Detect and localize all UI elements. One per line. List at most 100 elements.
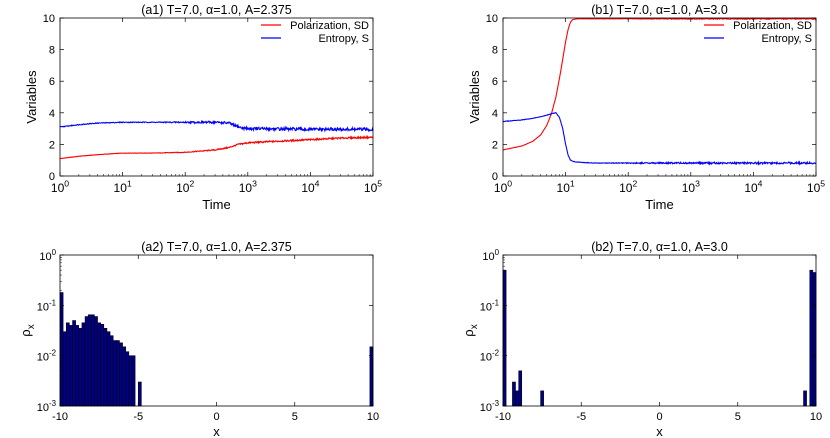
x-tick-label-exp: 2 [189,179,194,189]
y-tick-label: 4 [492,108,498,120]
y-tick-label: 8 [492,45,498,57]
y-tick-label-exp: -3 [49,399,57,408]
x-tick-label: 0 [656,411,662,423]
x-axis: 100 101 102 103 104 105 [494,18,825,195]
y-tick-label-exp: -3 [492,399,500,408]
y-axis-label-base: ρ [461,329,476,336]
x-tick-label-base: 10 [51,181,65,195]
x-axis: -10 -5 0 5 10 [52,255,379,423]
plot-area [503,18,816,176]
series-group [59,119,374,160]
x-axis-label: x [656,424,663,438]
x-tick-label-base: 10 [176,181,190,195]
legend-label: Polarization, SD [733,20,812,32]
y-tick-label: 2 [492,139,498,151]
bar [128,355,133,407]
y-tick-label: 10-1 [480,298,500,313]
y-tick-label: 100 [39,248,56,263]
bar [69,325,73,407]
y-tick-label-exp: -2 [492,349,499,358]
x-tick-label-exp: 5 [377,179,382,189]
y-tick-label: 4 [49,108,55,120]
bar [112,340,117,407]
series-group [502,17,817,166]
x-tick-label-exp: 3 [252,179,257,189]
x-tick-label: 104 [744,179,762,195]
x-tick-label: -10 [495,411,511,423]
x-tick-label: 101 [557,179,575,195]
chart-title: (b2) T=7.0, α=1.0, A=3.0 [591,240,728,254]
bar [512,381,516,407]
x-tick-label-exp: 1 [570,179,575,189]
series-line-polarization [59,134,374,160]
bar [100,324,105,407]
y-tick-label: 10 [43,13,55,25]
bar [106,331,111,407]
y-tick-label-base: 10 [480,352,492,364]
y-tick-label: 0 [492,171,498,183]
y-tick-label-base: 10 [37,402,49,414]
y-tick-label: 10-3 [37,399,57,414]
x-tick-label-exp: 4 [758,179,763,189]
y-axis-label-base: ρ [18,329,33,336]
bar [103,328,108,407]
bar [138,381,142,407]
chart-title: (a1) T=7.0, α=1.0, A=2.375 [141,3,292,17]
y-tick-label: 10-2 [37,349,56,364]
axes-frame [59,17,374,177]
y-axis-label-sub: x [26,324,37,329]
x-tick-label: -5 [576,411,586,423]
y-tick-label: 2 [49,139,55,151]
bar [119,342,123,407]
bar [59,292,64,407]
y-tick-label: 10-2 [480,349,499,364]
y-tick-label-base: 10 [480,402,492,414]
x-tick-label-exp: 4 [315,179,320,189]
x-tick-label: 100 [494,179,512,195]
y-tick-label: 10-1 [37,298,57,313]
x-tick-label-exp: 0 [507,179,512,189]
y-tick-label: 0 [49,171,55,183]
y-tick-label-base: 10 [482,251,494,263]
x-tick-label: 102 [176,179,194,195]
bar [62,331,67,407]
x-tick-label-exp: 2 [632,179,637,189]
x-tick-label-base: 10 [619,181,633,195]
y-tick-label: 10 [486,13,498,25]
x-axis-label: Time [645,197,673,212]
bar [540,390,544,407]
bar [109,335,114,407]
bar [502,269,507,407]
bar [84,316,89,407]
bar [94,316,98,407]
plot-area [503,255,816,406]
y-axis-label: Variables [24,70,39,124]
series-line-entropy [502,112,817,166]
y-tick-label: 8 [49,45,55,57]
series-line-entropy [59,119,374,133]
bar [125,351,130,407]
bar [81,322,86,407]
x-tick-label-base: 10 [301,181,315,195]
y-tick-label-base: 10 [39,251,51,263]
bars-group [59,292,374,407]
bar [116,340,120,407]
series-line-polarization [502,17,817,151]
bar [87,314,92,407]
x-axis-label: x [213,424,220,438]
x-tick-label-exp: 5 [820,179,825,189]
x-tick-label-base: 10 [557,181,571,195]
x-tick-label: 0 [213,411,219,423]
bar [78,328,83,407]
y-tick-label: 10-3 [480,399,500,414]
y-axis-label: ρx [18,324,37,336]
y-axis-label: ρx [461,324,480,336]
bar [75,325,80,407]
